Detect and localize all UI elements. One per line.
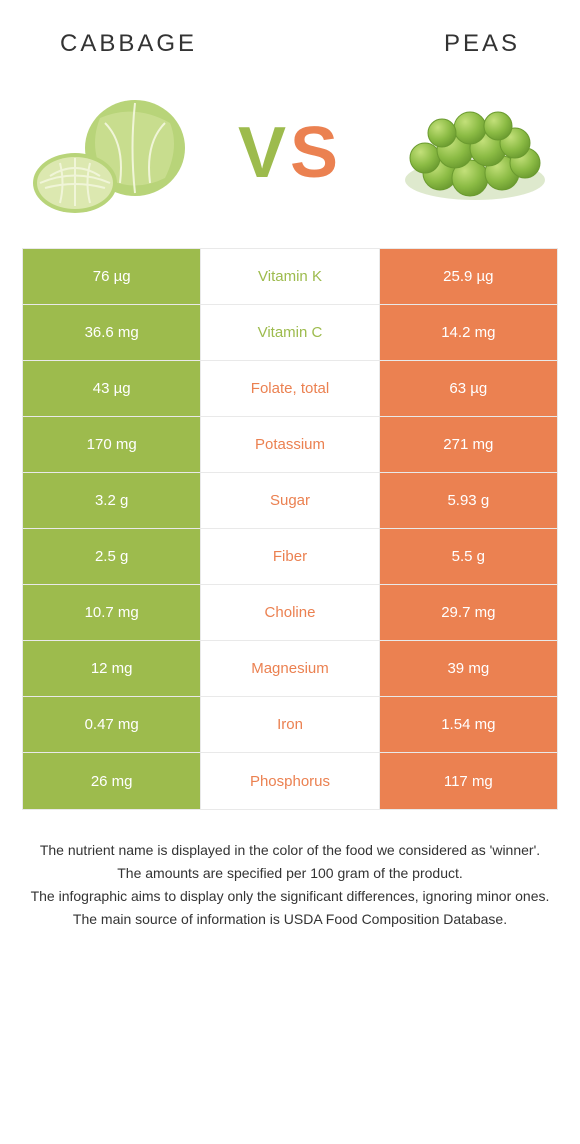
peas-image (390, 88, 550, 218)
cell-left-value: 2.5 g (23, 529, 201, 584)
cell-nutrient-label: Fiber (201, 529, 379, 584)
cell-right-value: 29.7 mg (380, 585, 557, 640)
cell-left-value: 3.2 g (23, 473, 201, 528)
cell-right-value: 117 mg (380, 753, 557, 809)
cell-right-value: 14.2 mg (380, 305, 557, 360)
cell-left-value: 170 mg (23, 417, 201, 472)
table-row: 0.47 mgIron1.54 mg (23, 697, 557, 753)
cell-left-value: 0.47 mg (23, 697, 201, 752)
cell-left-value: 12 mg (23, 641, 201, 696)
table-row: 43 µgFolate, total63 µg (23, 361, 557, 417)
cell-right-value: 39 mg (380, 641, 557, 696)
nutrient-table: 76 µgVitamin K25.9 µg36.6 mgVitamin C14.… (22, 248, 558, 810)
cell-nutrient-label: Phosphorus (201, 753, 379, 809)
table-row: 12 mgMagnesium39 mg (23, 641, 557, 697)
cell-nutrient-label: Magnesium (201, 641, 379, 696)
cell-left-value: 26 mg (23, 753, 201, 809)
cell-right-value: 5.5 g (380, 529, 557, 584)
table-row: 10.7 mgCholine29.7 mg (23, 585, 557, 641)
table-row: 3.2 gSugar5.93 g (23, 473, 557, 529)
table-row: 76 µgVitamin K25.9 µg (23, 249, 557, 305)
footer-notes: The nutrient name is displayed in the co… (0, 810, 580, 930)
vs-label: VS (238, 112, 342, 194)
cell-right-value: 1.54 mg (380, 697, 557, 752)
title-right: PEAS (444, 30, 520, 58)
cell-nutrient-label: Choline (201, 585, 379, 640)
cell-nutrient-label: Iron (201, 697, 379, 752)
cell-left-value: 10.7 mg (23, 585, 201, 640)
cell-right-value: 5.93 g (380, 473, 557, 528)
footer-line-4: The main source of information is USDA F… (30, 909, 550, 930)
header: CABBAGE PEAS (0, 0, 580, 68)
cell-nutrient-label: Vitamin K (201, 249, 379, 304)
footer-line-1: The nutrient name is displayed in the co… (30, 840, 550, 861)
cell-right-value: 25.9 µg (380, 249, 557, 304)
footer-line-3: The infographic aims to display only the… (30, 886, 550, 907)
table-row: 170 mgPotassium271 mg (23, 417, 557, 473)
table-row: 2.5 gFiber5.5 g (23, 529, 557, 585)
title-left: CABBAGE (60, 30, 197, 58)
cell-left-value: 43 µg (23, 361, 201, 416)
table-row: 26 mgPhosphorus117 mg (23, 753, 557, 809)
cell-nutrient-label: Potassium (201, 417, 379, 472)
cell-right-value: 63 µg (380, 361, 557, 416)
table-row: 36.6 mgVitamin C14.2 mg (23, 305, 557, 361)
cell-left-value: 76 µg (23, 249, 201, 304)
cell-nutrient-label: Folate, total (201, 361, 379, 416)
footer-line-2: The amounts are specified per 100 gram o… (30, 863, 550, 884)
vs-s: S (290, 112, 342, 194)
cell-nutrient-label: Sugar (201, 473, 379, 528)
cell-nutrient-label: Vitamin C (201, 305, 379, 360)
hero: VS (0, 68, 580, 248)
cell-right-value: 271 mg (380, 417, 557, 472)
cell-left-value: 36.6 mg (23, 305, 201, 360)
cabbage-image (30, 88, 190, 218)
vs-v: V (238, 112, 290, 194)
